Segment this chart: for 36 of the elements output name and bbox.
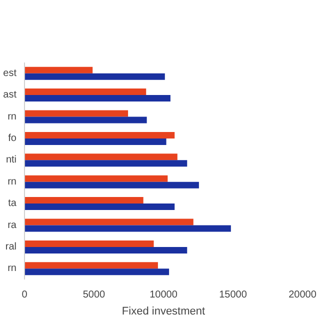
bar [24, 262, 158, 269]
bar [24, 73, 165, 80]
bar [24, 225, 231, 232]
x-tick-label: 5000 [82, 290, 106, 300]
x-tick-label: 20000 [288, 290, 317, 300]
y-tick-label: fo [8, 132, 17, 144]
y-tick-label: rn [8, 176, 17, 188]
y-tick-label: ral [5, 241, 17, 252]
y-tick-label: ra [8, 220, 17, 231]
y-tick-label: est [3, 68, 17, 79]
y-tick-label: rn [8, 111, 17, 122]
bar [24, 66, 93, 74]
bar [24, 138, 166, 145]
bar [24, 182, 199, 188]
bar [24, 160, 188, 167]
bar [24, 197, 144, 204]
bar [24, 204, 175, 210]
bar [24, 246, 188, 254]
bar [24, 132, 175, 138]
y-tick-label: ast [3, 90, 17, 101]
x-tick-label: 15000 [219, 290, 248, 300]
bar [24, 175, 168, 182]
bar [24, 268, 170, 276]
y-tick-label: rn [8, 263, 17, 274]
x-tick-label: 10000 [150, 290, 178, 300]
bar [24, 218, 194, 226]
y-tick-label: nti [6, 154, 16, 166]
bar [24, 240, 154, 247]
x-axis-title: Fixed investment [122, 306, 206, 318]
bar [24, 116, 147, 124]
bar [24, 95, 170, 102]
x-tick-label: 0 [22, 290, 28, 300]
bar [24, 88, 146, 96]
bar [24, 154, 178, 160]
y-tick-label: ta [8, 198, 17, 210]
bar [24, 110, 128, 117]
